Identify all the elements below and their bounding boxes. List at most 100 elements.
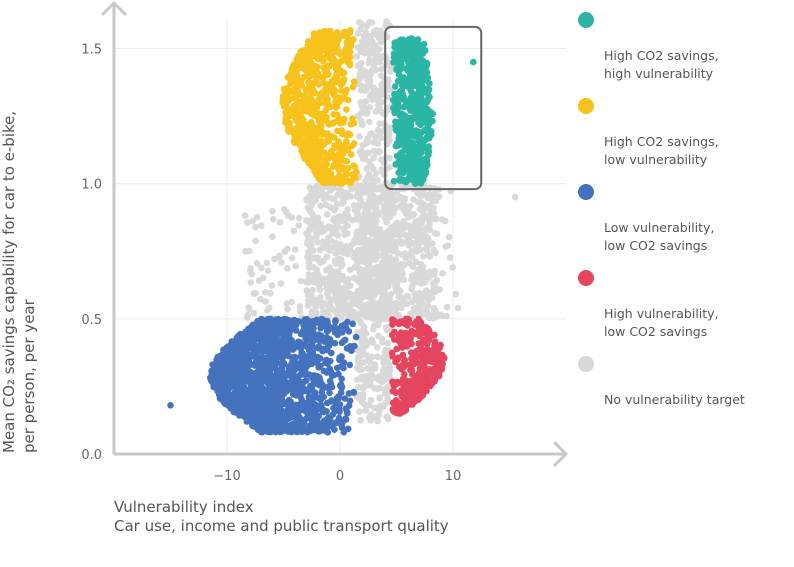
point-high-savings-low-vuln	[335, 156, 343, 163]
point-no-target	[310, 308, 318, 316]
point-high-vuln-low-savings	[390, 317, 398, 325]
point-no-target	[511, 193, 519, 201]
point-no-target	[373, 374, 380, 382]
point-no-target	[330, 276, 338, 283]
point-no-target	[383, 18, 391, 25]
point-low-vuln-low-savings	[345, 328, 353, 335]
point-high-savings-low-vuln	[339, 70, 346, 77]
point-no-target	[408, 285, 415, 293]
point-no-target	[245, 305, 253, 313]
point-high-savings-low-vuln	[334, 33, 341, 41]
point-no-target	[253, 214, 261, 221]
point-no-target	[363, 165, 371, 172]
point-no-target	[384, 395, 391, 402]
point-no-target	[400, 239, 407, 246]
point-high-vuln-low-savings	[425, 357, 433, 365]
point-no-target	[307, 294, 315, 302]
point-low-vuln-low-savings	[273, 360, 280, 367]
point-no-target	[360, 32, 368, 40]
point-no-target	[399, 270, 406, 278]
point-high-savings-high-vuln	[407, 80, 414, 88]
point-high-savings-low-vuln	[328, 77, 336, 85]
point-high-savings-low-vuln	[304, 38, 312, 45]
point-high-vuln-low-savings	[395, 337, 403, 345]
point-high-savings-low-vuln	[323, 67, 331, 74]
point-high-vuln-low-savings	[419, 391, 427, 399]
point-no-target	[284, 305, 291, 313]
point-high-savings-low-vuln	[333, 117, 341, 125]
point-no-target	[367, 269, 375, 277]
point-no-target	[356, 408, 363, 416]
point-no-target	[373, 196, 381, 203]
y-tick-label: 1.5	[81, 43, 102, 58]
point-low-vuln-low-savings	[328, 372, 336, 380]
point-no-target	[380, 306, 388, 314]
point-high-savings-low-vuln	[315, 149, 323, 156]
point-high-vuln-low-savings	[421, 327, 428, 335]
point-low-vuln-low-savings	[271, 410, 278, 418]
point-no-target	[385, 311, 392, 319]
point-no-target	[410, 210, 418, 218]
point-high-savings-low-vuln	[323, 62, 331, 69]
point-no-target	[357, 43, 364, 50]
point-high-savings-high-vuln	[409, 166, 417, 174]
point-high-savings-low-vuln	[297, 79, 305, 87]
point-low-vuln-low-savings	[338, 339, 346, 347]
point-high-vuln-low-savings	[399, 351, 407, 359]
point-no-target	[250, 290, 258, 297]
point-low-vuln-low-savings	[324, 327, 332, 334]
point-no-target	[393, 220, 400, 227]
point-no-target	[339, 304, 347, 312]
point-low-vuln-low-savings	[264, 327, 272, 335]
point-no-target	[372, 134, 379, 141]
point-no-target	[264, 307, 271, 314]
point-no-target	[366, 306, 374, 314]
point-low-vuln-low-savings	[244, 366, 252, 373]
point-no-target	[412, 258, 420, 266]
point-no-target	[263, 259, 271, 267]
legend-swatch-red	[578, 270, 594, 286]
point-no-target	[316, 286, 324, 294]
point-high-savings-low-vuln	[350, 162, 358, 169]
point-high-savings-low-vuln	[338, 127, 346, 134]
point-no-target	[332, 250, 340, 257]
point-low-vuln-low-savings	[314, 377, 321, 385]
point-high-savings-high-vuln	[400, 96, 408, 103]
point-high-savings-high-vuln	[420, 142, 427, 150]
point-low-vuln-low-savings	[231, 353, 239, 361]
point-low-vuln-low-savings	[316, 422, 324, 429]
point-no-target	[439, 270, 446, 277]
point-no-target	[359, 326, 367, 334]
point-no-target	[366, 118, 373, 126]
point-low-vuln-low-savings	[256, 397, 263, 404]
point-low-vuln-low-savings	[341, 395, 349, 402]
point-no-target	[357, 256, 365, 264]
point-no-target	[247, 265, 254, 272]
point-no-target	[297, 277, 305, 285]
point-no-target	[376, 120, 383, 127]
point-high-savings-low-vuln	[323, 160, 330, 168]
point-no-target	[307, 276, 314, 284]
point-no-target	[344, 222, 351, 229]
point-high-savings-high-vuln	[399, 115, 406, 123]
point-no-target	[243, 219, 251, 226]
point-no-target	[391, 225, 399, 233]
point-low-vuln-low-savings	[289, 420, 297, 428]
point-no-target	[283, 265, 291, 272]
highlight-box-layer	[384, 25, 483, 191]
point-high-vuln-low-savings	[408, 367, 416, 374]
point-no-target	[275, 253, 283, 261]
point-low-vuln-low-savings	[343, 408, 351, 416]
point-high-savings-low-vuln	[303, 129, 311, 137]
point-no-target	[351, 206, 359, 214]
point-no-target	[381, 214, 389, 222]
point-high-savings-low-vuln	[303, 97, 310, 104]
point-no-target	[377, 27, 384, 35]
point-high-savings-high-vuln	[407, 100, 415, 107]
point-no-target	[323, 245, 331, 252]
point-no-target	[363, 352, 371, 359]
point-no-target	[321, 191, 328, 199]
point-high-vuln-low-savings	[430, 378, 438, 385]
point-no-target	[369, 299, 377, 306]
point-no-target	[339, 272, 347, 280]
